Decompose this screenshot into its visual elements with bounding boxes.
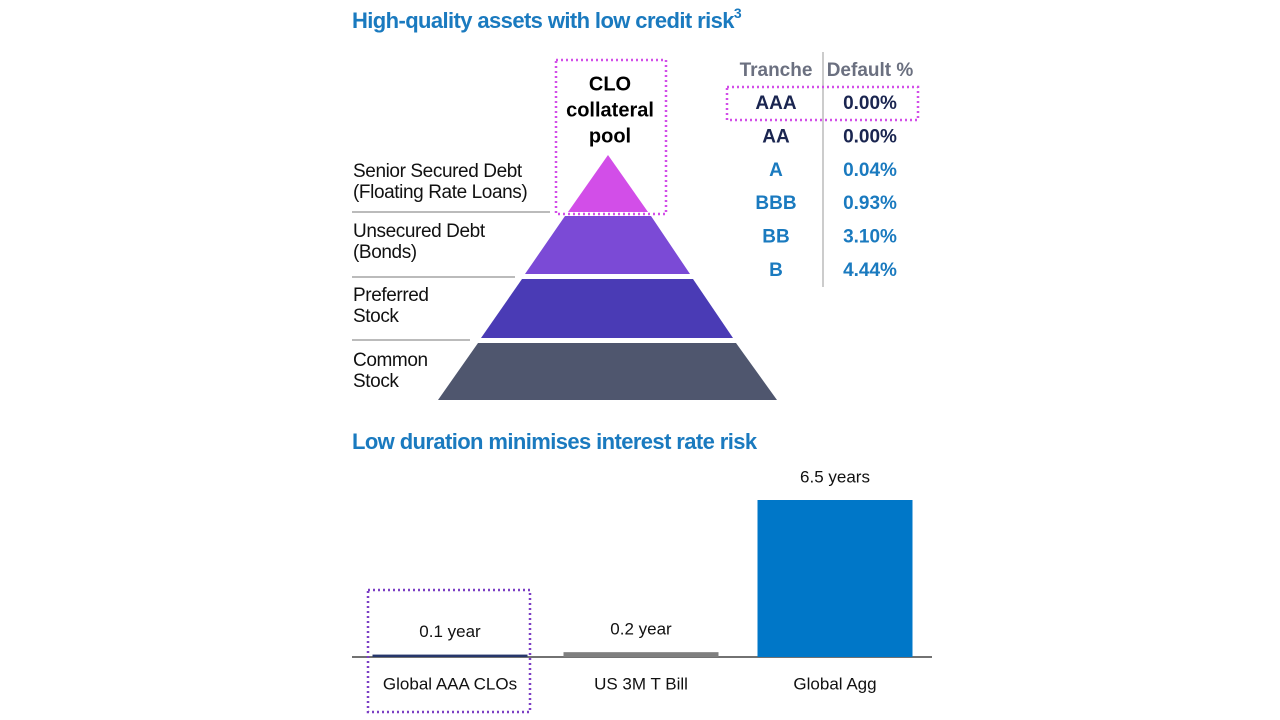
layer-label: Unsecured Debt bbox=[353, 221, 486, 242]
category-label: US 3M T Bill bbox=[594, 674, 688, 693]
table-header: Tranche bbox=[740, 60, 813, 81]
table-cell: 0.93% bbox=[843, 193, 897, 214]
bar bbox=[757, 500, 913, 657]
table-cell: 0.00% bbox=[843, 126, 897, 147]
title-text: High-quality assets with low credit risk bbox=[352, 8, 735, 33]
layer-label: (Bonds) bbox=[353, 242, 417, 263]
table-cell: AAA bbox=[755, 93, 796, 114]
layer-label: Common bbox=[353, 350, 428, 371]
category-label: Global Agg bbox=[793, 674, 876, 693]
value-label: 0.2 year bbox=[610, 620, 672, 639]
pyramid-top bbox=[568, 155, 648, 212]
layer-label: (Floating Rate Loans) bbox=[353, 182, 527, 203]
table-cell: 0.04% bbox=[843, 160, 897, 181]
table-header: Default % bbox=[827, 60, 914, 81]
table-cell: BB bbox=[762, 227, 789, 248]
layer-label: Stock bbox=[353, 371, 399, 392]
apex-label: pool bbox=[589, 125, 631, 147]
highlight-box bbox=[554, 58, 668, 216]
table-cell: 4.44% bbox=[843, 260, 897, 281]
value-label: 0.1 year bbox=[419, 622, 481, 641]
layer-label: Preferred bbox=[353, 285, 429, 306]
highlight-box bbox=[725, 85, 920, 122]
pyramid-base bbox=[438, 343, 777, 400]
apex-label: collateral bbox=[566, 99, 654, 121]
category-label: Global AAA CLOs bbox=[383, 674, 517, 693]
pyramid-layer bbox=[481, 279, 733, 338]
apex-label: CLO bbox=[589, 73, 631, 95]
layer-label: Senior Secured Debt bbox=[353, 161, 523, 182]
table-cell: A bbox=[769, 160, 783, 181]
highlight-box bbox=[366, 588, 532, 714]
bar bbox=[372, 654, 528, 657]
chart-title: Low duration minimises interest rate ris… bbox=[352, 429, 758, 454]
table-cell: 0.00% bbox=[843, 93, 897, 114]
table-cell: B bbox=[769, 260, 783, 281]
superscript: 3 bbox=[734, 5, 742, 21]
table-cell: 3.10% bbox=[843, 227, 897, 248]
value-label: 6.5 years bbox=[800, 467, 870, 486]
layer-label: Stock bbox=[353, 306, 399, 327]
pyramid-layer bbox=[525, 216, 690, 274]
section-title: High-quality assets with low credit risk… bbox=[352, 5, 742, 33]
table-cell: BBB bbox=[755, 193, 796, 214]
bar bbox=[563, 652, 719, 657]
table-cell: AA bbox=[762, 126, 790, 147]
